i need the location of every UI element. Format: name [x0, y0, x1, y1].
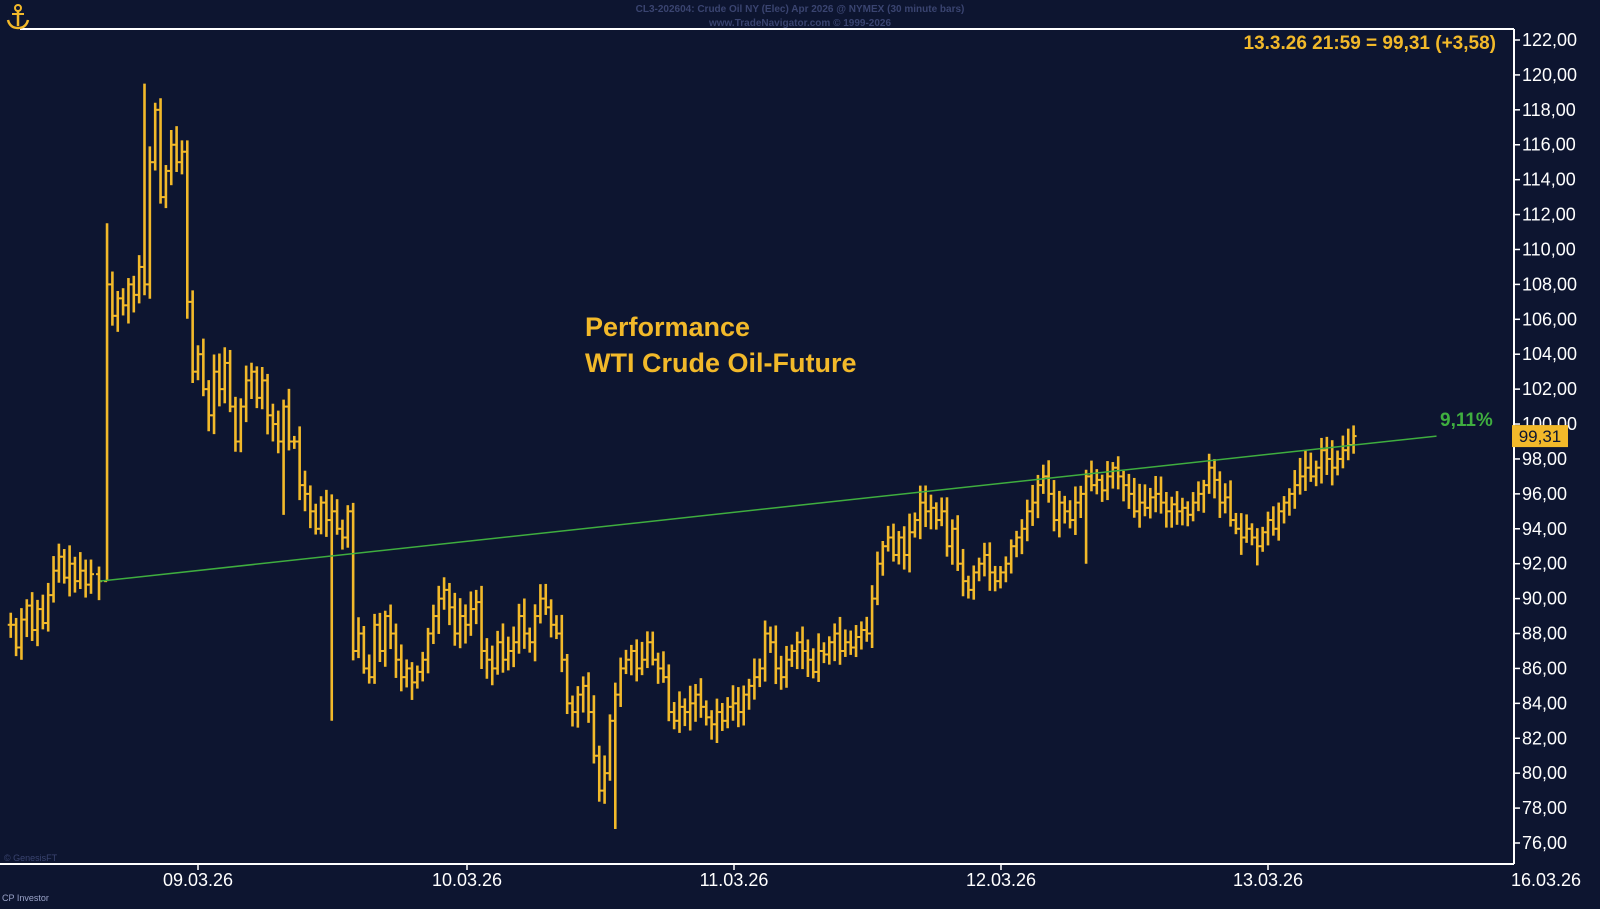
x-tick-label: 12.03.26: [966, 870, 1036, 890]
y-tick-label: 86,00: [1522, 658, 1567, 678]
x-tick-label: 11.03.26: [700, 870, 769, 890]
anchor-icon: [6, 4, 30, 30]
price-tag: 99,31: [1512, 425, 1568, 448]
y-tick-label: 98,00: [1522, 449, 1567, 469]
source-left: © GenesisFT: [4, 853, 58, 863]
y-tick-label: 92,00: [1522, 554, 1567, 574]
instrument-line: CL3-202604: Crude Oil NY (Elec) Apr 2026…: [636, 4, 965, 15]
publisher-label: CP Investor: [2, 893, 49, 903]
y-tick-label: 78,00: [1522, 798, 1567, 818]
y-tick-label: 102,00: [1522, 379, 1577, 399]
y-tick-label: 84,00: [1522, 693, 1567, 713]
y-tick-label: 116,00: [1522, 135, 1576, 155]
ohlc-bar: [88, 559, 94, 594]
ohlc-bars: [7, 83, 1357, 830]
y-tick-label: 120,00: [1522, 65, 1577, 85]
y-tick-label: 76,00: [1522, 833, 1567, 853]
y-tick-label: 96,00: [1522, 484, 1567, 504]
trend-pct-label: 9,11%: [1440, 410, 1493, 431]
y-tick-label: 80,00: [1522, 763, 1567, 783]
x-tick-label: 13.03.26: [1233, 870, 1303, 890]
y-tick-label: 94,00: [1522, 519, 1567, 539]
x-tick-label: 09.03.26: [163, 870, 233, 890]
y-tick-label: 118,00: [1522, 100, 1576, 120]
chart-title-line1: Performance: [585, 312, 750, 342]
last-quote-label: 13.3.26 21:59 = 99,31 (+3,58): [1244, 33, 1496, 54]
x-tick-label: 10.03.26: [432, 870, 502, 890]
x-tick-label: 16.03.26: [1511, 870, 1581, 890]
y-tick-label: 110,00: [1522, 239, 1576, 259]
y-tick-label: 112,00: [1522, 205, 1576, 225]
y-tick-label: 108,00: [1522, 274, 1577, 294]
y-tick-label: 104,00: [1522, 344, 1577, 364]
y-tick-label: 88,00: [1522, 624, 1567, 644]
y-tick-label: 114,00: [1522, 170, 1576, 190]
x-axis-ticks: 09.03.26 10.03.26 11.03.26 12.03.26 13.03.26…: [163, 864, 1581, 890]
y-tick-label: 106,00: [1522, 309, 1577, 329]
chart-title-line2: WTI Crude Oil-Future: [585, 348, 856, 378]
copyright-line: www.TradeNavigator.com © 1999-2026: [708, 18, 892, 29]
y-tick-label: 122,00: [1522, 30, 1577, 50]
y-tick-label: 90,00: [1522, 589, 1567, 609]
price-tag-text: 99,31: [1519, 427, 1562, 446]
trendline: [99, 435, 1437, 582]
y-tick-label: 82,00: [1522, 728, 1567, 748]
